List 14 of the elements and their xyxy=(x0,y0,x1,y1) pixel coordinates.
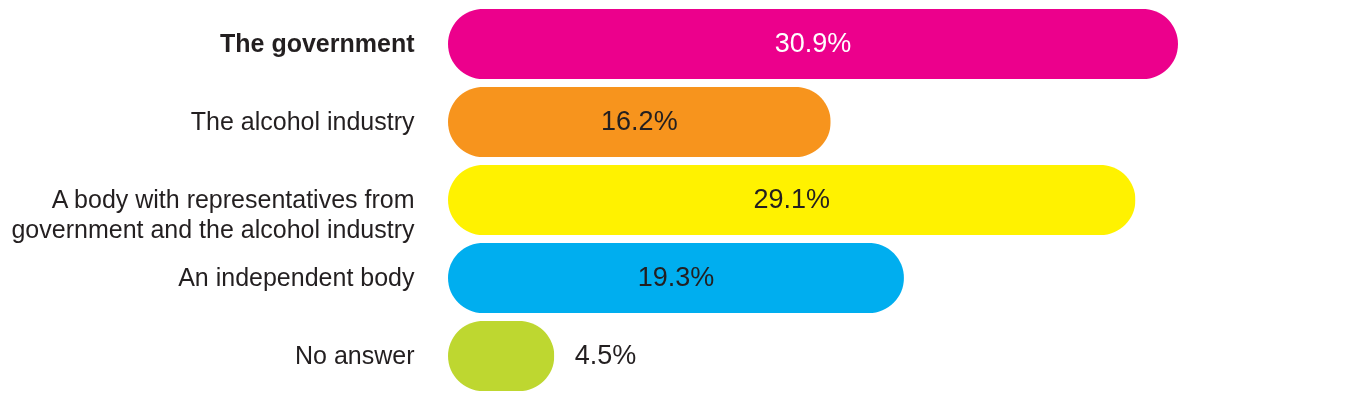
y-tick-label: An independent body xyxy=(178,263,415,291)
y-tick-label: The alcohol industry xyxy=(190,107,415,135)
bar xyxy=(448,242,904,314)
data-label: 19.3% xyxy=(637,262,715,292)
data-label: 16.2% xyxy=(601,106,678,136)
y-tick-label: The government xyxy=(220,29,416,57)
y-tick-label: No answer xyxy=(295,341,415,369)
data-label: 4.5% xyxy=(574,340,637,370)
bar xyxy=(448,86,831,158)
y-tick-label: A body with representatives from government and the alcohol industry xyxy=(11,185,415,243)
data-label: 30.9% xyxy=(774,28,852,58)
bar xyxy=(448,164,1136,236)
data-label: 29.1% xyxy=(753,184,831,214)
bar xyxy=(448,8,1178,80)
